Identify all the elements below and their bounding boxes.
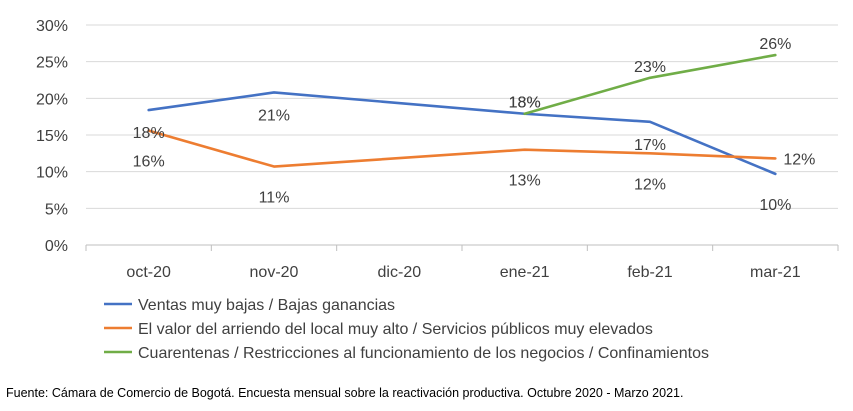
x-tick-label: nov-20 — [250, 264, 299, 281]
x-tick-label: mar-21 — [750, 264, 801, 281]
legend-label-2: El valor del arriendo del local muy alto… — [138, 321, 653, 338]
series-line-3 — [523, 53, 777, 116]
data-label-series-1: 18% — [133, 125, 165, 142]
y-tick-label: 5% — [45, 201, 68, 218]
y-tick-label: 30% — [36, 18, 68, 35]
data-label-series-2: 13% — [509, 173, 541, 190]
series-line-1 — [147, 91, 777, 176]
y-tick-label: 0% — [45, 238, 68, 255]
data-label-series-1: 10% — [759, 197, 791, 214]
y-tick-label: 25% — [36, 55, 68, 72]
data-label-series-1: 18% — [509, 95, 541, 112]
data-labels: 18%21%18%17%10%16%11%13% 12%12%18%23%26% — [133, 36, 816, 214]
y-axis-ticks: 0% 5% 10% 15% 20% 25% 30% — [36, 18, 68, 255]
legend: Ventas muy bajas / Bajas ganancias El val… — [104, 297, 709, 362]
data-label-series-3: 18% — [509, 95, 541, 112]
x-axis: oct-20 nov-20 dic-20 ene-21 feb-21 mar-21 — [85, 244, 839, 281]
x-tick-label: dic-20 — [378, 264, 422, 281]
source-note: Fuente: Cámara de Comercio de Bogotá. En… — [6, 386, 684, 400]
gridlines — [86, 24, 838, 209]
data-label-series-2: 12% — [634, 176, 666, 193]
x-tick-label: feb-21 — [627, 264, 672, 281]
legend-label-1: Ventas muy bajas / Bajas ganancias — [138, 297, 395, 314]
series-lines — [147, 53, 777, 176]
data-label-series-1: 17% — [634, 137, 666, 154]
x-tick-label: oct-20 — [126, 264, 171, 281]
legend-label-3: Cuarentenas / Restricciones al funcionam… — [138, 345, 709, 362]
x-tick-label: ene-21 — [500, 264, 550, 281]
data-label-series-1: 21% — [258, 107, 290, 124]
data-label-series-3: 23% — [634, 59, 666, 76]
line-chart: oct-20 nov-20 dic-20 ene-21 feb-21 mar-21 0% 5… — [36, 18, 839, 362]
y-tick-label: 10% — [36, 165, 68, 182]
series-line-2 — [147, 129, 777, 168]
y-tick-label: 15% — [36, 128, 68, 145]
data-label-series-2: 12% — [783, 151, 815, 168]
data-label-series-2: 11% — [259, 190, 290, 207]
data-label-series-2: 16% — [133, 154, 165, 171]
y-tick-label: 20% — [36, 91, 68, 108]
data-label-series-3: 26% — [759, 36, 791, 53]
